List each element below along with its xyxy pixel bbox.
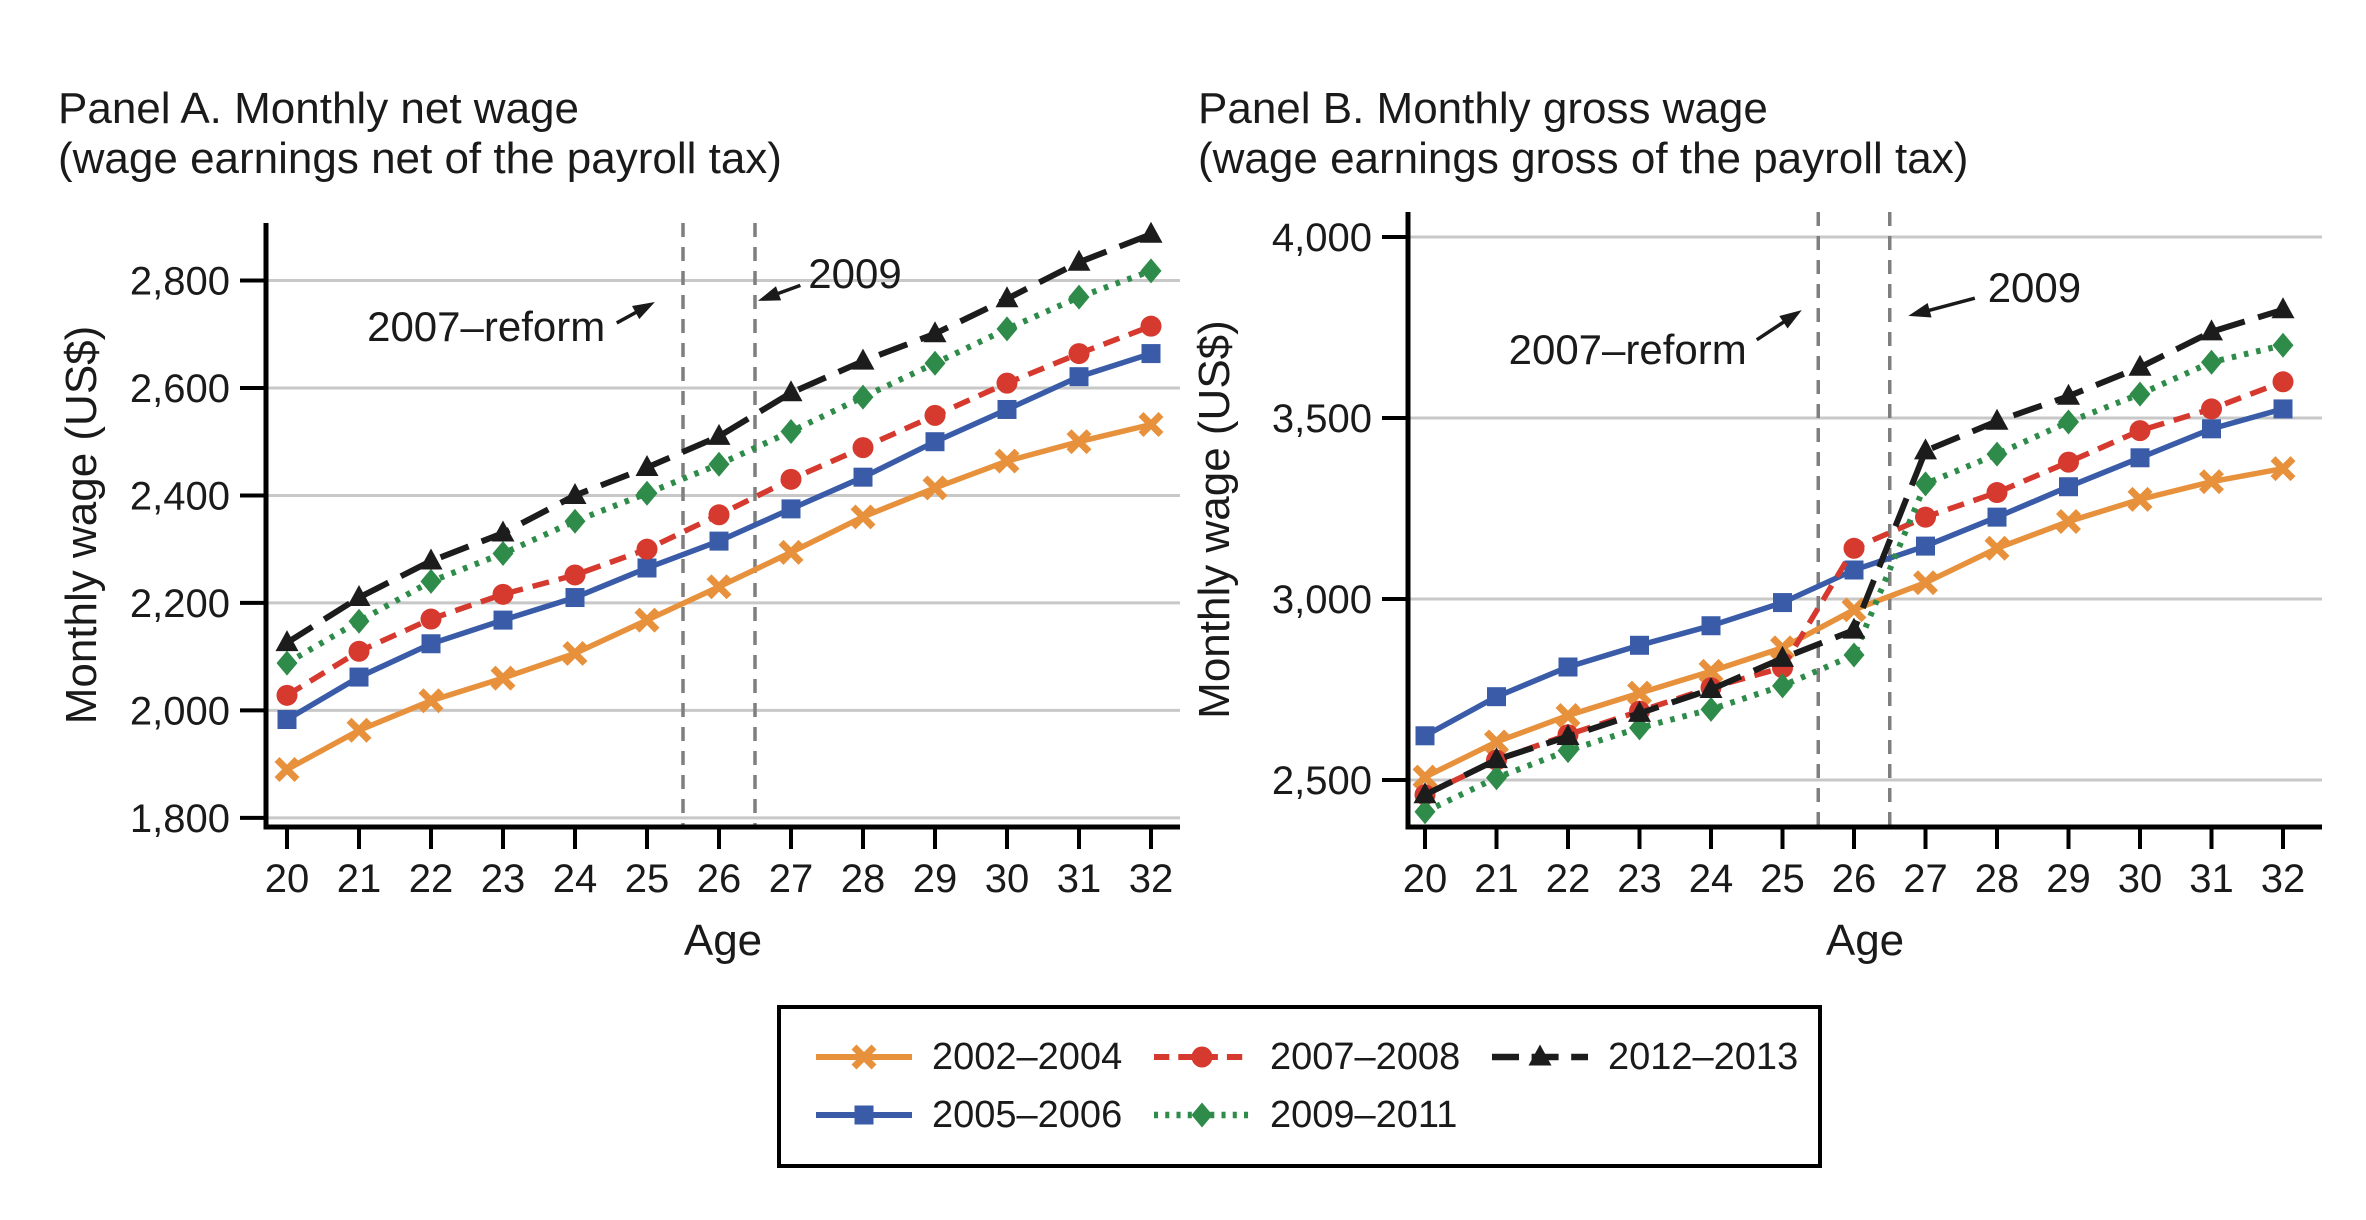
x-tick-label: 30 <box>985 857 1030 901</box>
y-tick-label: 3,000 <box>1272 578 1372 622</box>
x-tick-label: 26 <box>697 857 742 901</box>
y-axis-title: Monthly wage (US$) <box>1190 320 1239 719</box>
series-2005–2006 <box>277 344 1161 730</box>
series-2007–2008 <box>276 315 1162 706</box>
y-axis-title: Monthly wage (US$) <box>57 326 106 725</box>
legend: 2002–2004 2005–2006 2007–2008 2009–2011 … <box>777 1005 1822 1168</box>
panel-b-title-line1: Panel B. Monthly gross wage <box>1198 84 1768 133</box>
y-tick-label: 2,400 <box>130 474 230 518</box>
y-tick-label: 2,200 <box>130 582 230 626</box>
x-tick-label: 28 <box>1975 857 2020 901</box>
panel-a-title: Panel A. Monthly net wage (wage earnings… <box>58 84 782 184</box>
y-tick-label: 2,000 <box>130 689 230 733</box>
series-2009–2011 <box>276 258 1162 676</box>
x-tick-label: 31 <box>2189 857 2234 901</box>
x-axis-title: Age <box>1826 916 1904 965</box>
x-tick-label: 25 <box>625 857 670 901</box>
legend-label: 2007–2008 <box>1270 1035 1461 1078</box>
legend-label: 2012–2013 <box>1608 1035 1799 1078</box>
x-tick-label: 27 <box>1903 857 1948 901</box>
x-tick-label: 25 <box>1760 857 1805 901</box>
panel_b: 2,500 3,000 3,500 4,000 20 21 22 23 24 25 26 27 28 29… <box>1190 212 2322 965</box>
panel-a-title-line2: (wage earnings net of the payroll tax) <box>58 134 782 183</box>
series-2005–2006 <box>1415 399 2293 746</box>
legend-swatch-2012-2013-icon <box>1492 1044 1588 1066</box>
y-tick-label: 2,500 <box>1272 759 1372 803</box>
annotation-text: 2007–reform <box>1509 326 1747 373</box>
x-tick-label: 20 <box>1403 857 1448 901</box>
x-tick-label: 22 <box>1546 857 1591 901</box>
panel_a: 1,800 2,000 2,200 2,400 2,600 2,800 20 21 22 23 24… <box>57 221 1180 965</box>
x-tick-label: 21 <box>1474 857 1519 901</box>
series-2002–2004 <box>274 412 1164 782</box>
y-tick-label: 4,000 <box>1272 216 1372 260</box>
x-tick-label: 32 <box>1129 857 1174 901</box>
series-2012–2013 <box>275 221 1163 652</box>
legend-item-2005-2006: 2005–2006 <box>814 1093 1122 1137</box>
legend-item-2002-2004: 2002–2004 <box>814 1035 1122 1079</box>
y-tick-label: 2,600 <box>130 367 230 411</box>
y-tick-label: 1,800 <box>130 797 230 841</box>
x-tick-label: 27 <box>769 857 814 901</box>
x-tick-label: 22 <box>409 857 454 901</box>
legend-item-2007-2008: 2007–2008 <box>1152 1035 1460 1079</box>
y-tick-label: 3,500 <box>1272 397 1372 441</box>
annotation-text: 2009 <box>1988 264 2081 311</box>
annotation: 2007–reform <box>367 301 655 350</box>
panel-a-title-line1: Panel A. Monthly net wage <box>58 84 579 133</box>
legend-swatch-2002-2004-icon <box>816 1044 912 1070</box>
annotation-text: 2009 <box>808 250 901 297</box>
series-2007–2008 <box>1414 371 2294 806</box>
legend-swatch-2007-2008-icon <box>1154 1046 1250 1068</box>
x-tick-label: 24 <box>1689 857 1734 901</box>
panel-b-title: Panel B. Monthly gross wage (wage earnin… <box>1198 84 1968 184</box>
x-tick-label: 29 <box>913 857 958 901</box>
x-tick-label: 24 <box>553 857 598 901</box>
legend-item-2012-2013: 2012–2013 <box>1490 1035 1798 1079</box>
y-tick-label: 2,800 <box>130 259 230 303</box>
x-tick-label: 32 <box>2261 857 2306 901</box>
annotation: 2009 <box>757 250 902 301</box>
series-line <box>1423 379 2284 798</box>
x-tick-label: 29 <box>2046 857 2091 901</box>
x-tick-label: 23 <box>1617 857 1662 901</box>
x-tick-label: 30 <box>2118 857 2163 901</box>
legend-label: 2002–2004 <box>932 1035 1123 1078</box>
panel-b-title-line2: (wage earnings gross of the payroll tax) <box>1198 134 1969 183</box>
x-tick-label: 31 <box>1057 857 1102 901</box>
x-tick-label: 28 <box>841 857 886 901</box>
series-2002–2004 <box>1412 456 2296 790</box>
x-axis-title: Age <box>684 916 762 965</box>
x-tick-label: 20 <box>265 857 310 901</box>
legend-swatch-2009-2011-icon <box>1154 1102 1250 1128</box>
x-tick-label: 26 <box>1832 857 1877 901</box>
series-2012–2013 <box>1413 297 2295 804</box>
legend-swatch-2005-2006-icon <box>816 1105 912 1125</box>
x-tick-label: 21 <box>337 857 382 901</box>
legend-label: 2009–2011 <box>1270 1093 1458 1136</box>
x-tick-label: 23 <box>481 857 526 901</box>
annotation-text: 2007–reform <box>367 303 605 350</box>
annotation: 2009 <box>1908 264 2081 318</box>
legend-item-2009-2011: 2009–2011 <box>1152 1093 1457 1137</box>
annotation: 2007–reform <box>1509 310 1802 373</box>
legend-label: 2005–2006 <box>932 1093 1123 1136</box>
